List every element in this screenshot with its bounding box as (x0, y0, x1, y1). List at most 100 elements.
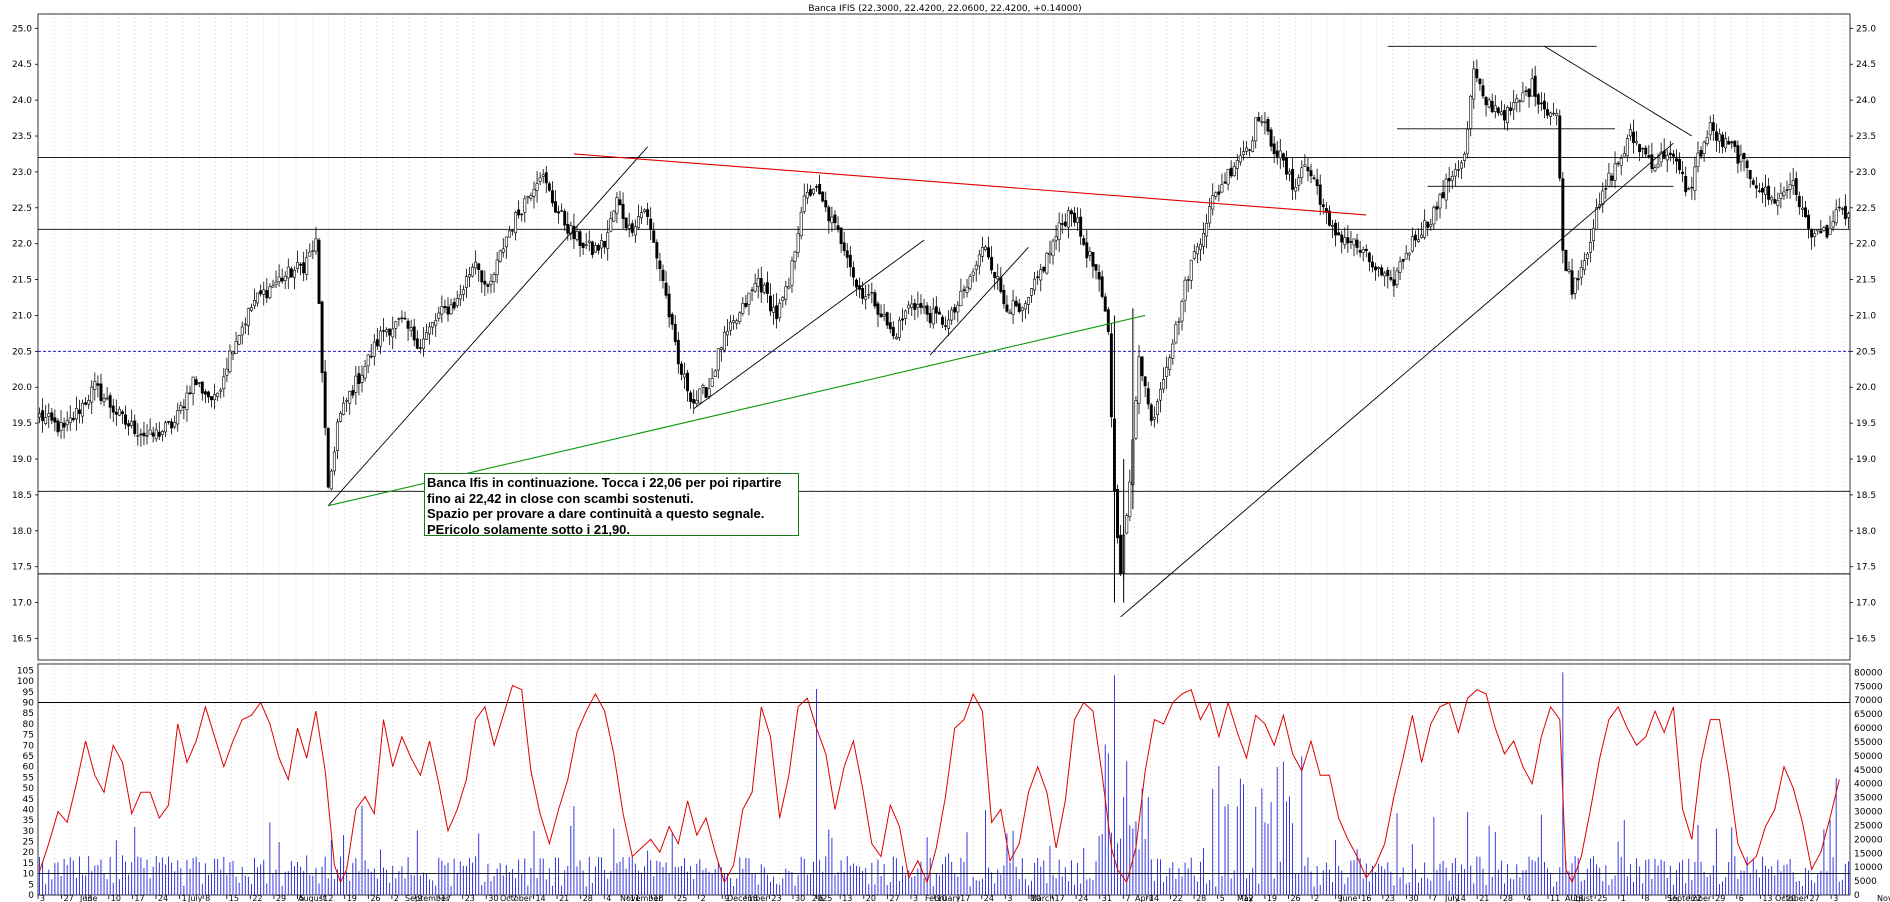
candle-down (1751, 180, 1755, 185)
candle-up (1383, 272, 1387, 277)
price-tick-label-right: 20.0 (1856, 383, 1876, 393)
candle-down (621, 203, 625, 219)
candle-up (329, 470, 333, 490)
candle-up (87, 400, 91, 405)
candle-up (1300, 167, 1304, 178)
x-day-label: 3 (1007, 894, 1012, 902)
candle-down (403, 317, 407, 320)
candle-down (1334, 222, 1338, 236)
x-month-label: Nov (1877, 894, 1890, 902)
candle-up (498, 250, 502, 262)
candle-up (778, 302, 782, 318)
candle-down (197, 382, 201, 384)
candle-down (127, 423, 131, 427)
candle-up (898, 319, 901, 338)
candle-down (1681, 171, 1685, 175)
candle-up (378, 330, 382, 347)
candle-up (910, 303, 914, 308)
candle-down (1119, 534, 1123, 575)
x-day-label: 10 (1031, 894, 1041, 902)
candle-up (1659, 151, 1663, 163)
x-day-label: 29 (1715, 894, 1725, 902)
candle-up (762, 284, 766, 293)
candle-up (1601, 190, 1605, 206)
candle-down (655, 242, 659, 259)
volume-tick-label: 15000 (1854, 849, 1883, 859)
candle-down (323, 371, 327, 428)
candle-down (139, 433, 143, 436)
candle-up (1214, 192, 1218, 197)
x-day-label: 24 (1078, 894, 1088, 902)
candle-down (1435, 206, 1439, 210)
x-month-label: March (1030, 894, 1054, 902)
candle-down (630, 223, 634, 233)
candle-up (701, 385, 705, 388)
candle-up (1834, 209, 1838, 224)
oscillator-tick-label: 20 (23, 848, 35, 858)
candle-up (1653, 167, 1657, 172)
x-month-label: April (1135, 894, 1153, 902)
candle-up (1453, 169, 1457, 177)
price-tick-label-left: 17.0 (12, 599, 32, 609)
price-tick-label-right: 22.5 (1856, 204, 1876, 214)
x-day-label: 4 (606, 894, 611, 902)
candle-up (627, 224, 631, 229)
candle-down (1386, 269, 1390, 277)
candle-up (560, 210, 564, 212)
candle-up (105, 397, 109, 400)
x-day-label: 20 (866, 894, 876, 902)
candle-up (716, 348, 720, 371)
candle-down (289, 268, 293, 278)
candle-up (609, 218, 613, 232)
candle-up (1410, 236, 1414, 252)
candle-up (1186, 279, 1190, 281)
candle-up (1549, 112, 1553, 117)
candle-down (446, 306, 450, 315)
candle-down (1478, 78, 1482, 85)
candle-up (268, 286, 272, 298)
candle-up (176, 410, 180, 425)
candle-up (1398, 261, 1402, 273)
chart-title: Banca IFIS (22.3000, 22.4200, 22.0600, 2… (808, 4, 1081, 14)
candle-up (240, 326, 244, 336)
candle-down (77, 409, 81, 414)
candle-down (1837, 206, 1841, 209)
candle-up (283, 275, 287, 281)
candle-up (117, 409, 121, 416)
candle-down (1819, 230, 1823, 234)
candle-up (274, 281, 278, 286)
price-tick-label-right: 23.0 (1856, 168, 1876, 178)
resistance-trend-line (573, 153, 1367, 216)
candle-down (520, 213, 524, 216)
x-day-label: 22 (252, 894, 262, 902)
candle-up (213, 394, 217, 401)
candle-down (1060, 223, 1064, 225)
candle-down (744, 303, 748, 307)
candle-up (956, 304, 960, 313)
candle-down (326, 427, 330, 488)
candle-down (1281, 153, 1285, 161)
candle-down (1073, 212, 1076, 223)
candle-up (1622, 153, 1626, 157)
trend-lines (327, 45, 1693, 618)
candle-down (280, 277, 284, 282)
x-day-label: 11 (1550, 894, 1560, 902)
candle-up (397, 318, 401, 320)
x-day-label: 12 (1243, 894, 1253, 902)
candle-down (649, 218, 653, 231)
candle-up (1831, 221, 1835, 228)
candle-up (237, 335, 241, 345)
candle-down (765, 282, 769, 294)
candle-down (1318, 184, 1322, 205)
candle-down (1542, 100, 1546, 110)
candle-up (1438, 194, 1442, 209)
candle-up (1208, 206, 1212, 224)
candle-up (1054, 236, 1058, 241)
candle-up (971, 271, 975, 276)
x-day-label: 30 (1408, 894, 1418, 902)
candle-down (1730, 141, 1734, 144)
x-day-label: 19 (1267, 894, 1277, 902)
candle-up (950, 309, 954, 321)
candle-up (185, 392, 189, 410)
candle-up (179, 405, 183, 411)
